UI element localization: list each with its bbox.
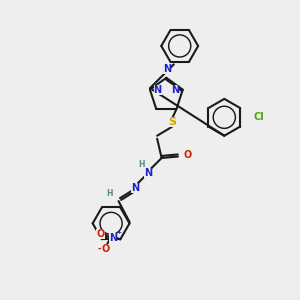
Text: -: - — [98, 244, 102, 254]
Text: H: H — [107, 188, 113, 197]
Text: H: H — [138, 160, 144, 169]
Text: N: N — [163, 64, 171, 74]
Text: N: N — [131, 183, 139, 193]
Text: N: N — [109, 233, 117, 243]
Text: N: N — [144, 168, 152, 178]
Text: N: N — [171, 85, 179, 95]
Text: S: S — [168, 117, 176, 127]
Text: N: N — [154, 85, 162, 95]
Text: Cl: Cl — [253, 112, 264, 122]
Text: +: + — [116, 230, 122, 235]
Text: O: O — [96, 229, 104, 239]
Text: O: O — [183, 150, 191, 160]
Text: O: O — [101, 244, 110, 254]
